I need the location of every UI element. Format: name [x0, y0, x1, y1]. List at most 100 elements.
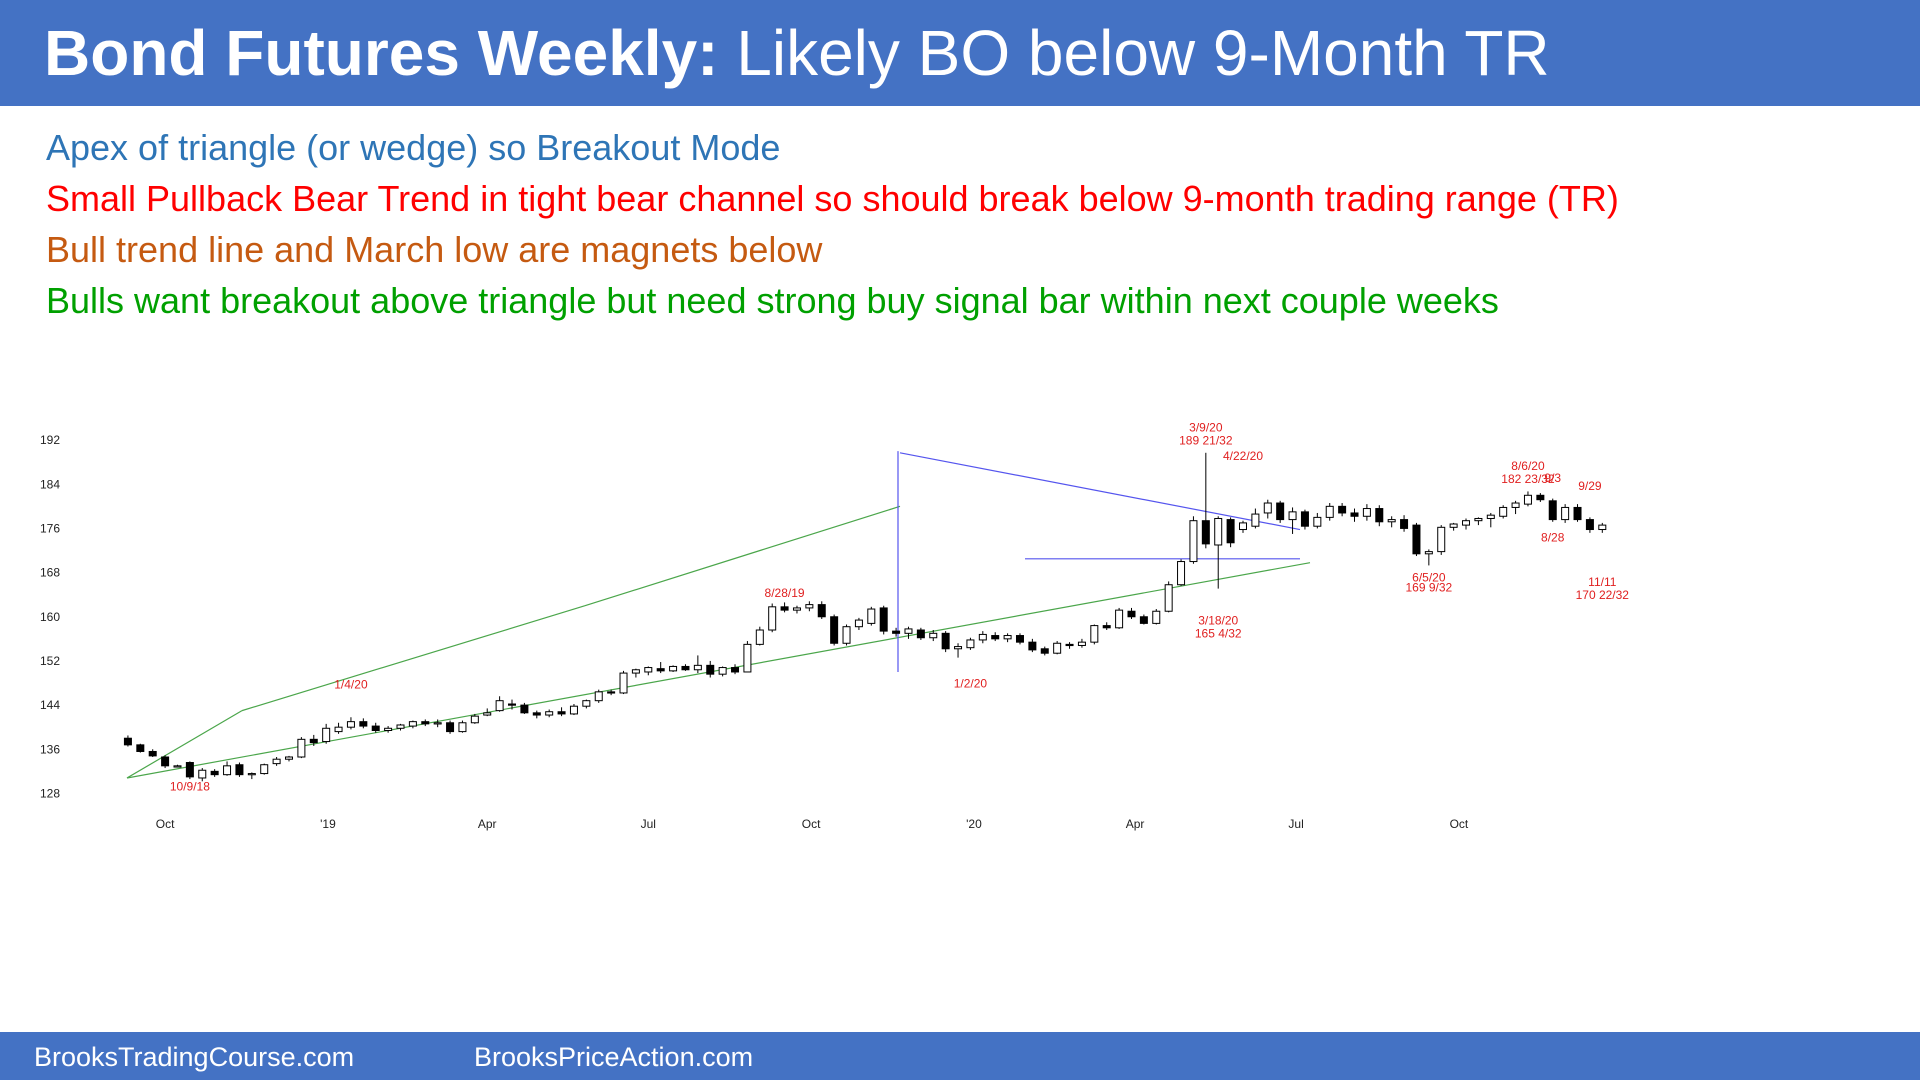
candle-body-up — [1387, 519, 1396, 523]
candle — [1387, 516, 1396, 528]
y-tick-label: 160 — [40, 610, 60, 624]
x-tick-label: Jul — [1288, 817, 1303, 831]
candle — [545, 709, 554, 718]
candle — [198, 768, 207, 782]
candle-body-up — [755, 629, 764, 645]
candle-body-up — [334, 726, 343, 733]
candle — [693, 655, 702, 674]
candle — [966, 637, 975, 650]
trend-line — [584, 505, 901, 607]
candle-body-up — [582, 700, 591, 707]
candle — [284, 755, 293, 762]
candle — [396, 723, 405, 731]
y-tick-label: 192 — [40, 433, 60, 447]
candle-body-up — [693, 664, 702, 671]
candle — [334, 722, 343, 734]
candle — [1350, 508, 1359, 522]
candle-body-down — [1226, 519, 1235, 544]
candle — [260, 763, 269, 775]
title-rest: Likely BO below 9-Month TR — [718, 17, 1550, 89]
candle-body-down — [1276, 502, 1285, 521]
candle — [1065, 642, 1074, 649]
candle-body-down — [916, 629, 925, 639]
annotation-label: 6/5/20 — [1412, 570, 1446, 584]
candle — [916, 627, 925, 640]
candle-body-up — [842, 626, 851, 644]
candle — [1177, 559, 1186, 586]
candle — [346, 717, 355, 730]
x-tick-label: Oct — [156, 817, 175, 831]
candle — [780, 602, 789, 613]
candle-body-up — [644, 667, 653, 673]
candle — [1300, 509, 1309, 530]
candle — [941, 631, 950, 653]
candle — [830, 614, 839, 646]
candle — [1486, 512, 1495, 528]
candle — [483, 708, 492, 717]
candle — [594, 689, 603, 703]
candle-body-down — [148, 750, 157, 757]
candle-body-down — [161, 756, 170, 767]
candle — [1251, 508, 1260, 529]
x-axis: Oct '19 Apr Jul Oct '20 Apr Jul Oct — [156, 817, 1469, 831]
candle-body-up — [1462, 520, 1471, 526]
candle-body-down — [1400, 519, 1409, 529]
candle — [1028, 638, 1037, 653]
annotation-label: 3/9/20 — [1189, 420, 1223, 434]
candle-body-up — [1152, 610, 1161, 624]
footer-right-link[interactable]: BrooksPriceAction.com — [474, 1042, 754, 1072]
candle — [854, 617, 863, 631]
candle — [123, 735, 132, 747]
footer-left-link[interactable]: BrooksTradingCourse.com — [34, 1042, 355, 1072]
annotation-label: 1/2/20 — [954, 676, 988, 690]
bullet-breakout-mode: Apex of triangle (or wedge) so Breakout … — [46, 127, 781, 168]
page-title: Bond Futures Weekly: Likely BO below 9-M… — [44, 14, 1550, 92]
candle — [1276, 500, 1285, 523]
bullet-bear-trend: Small Pullback Bear Trend in tight bear … — [46, 178, 1619, 219]
candle — [1437, 525, 1446, 555]
candle — [1548, 498, 1557, 522]
candle-body-up — [470, 715, 479, 724]
candle — [768, 603, 777, 633]
candle-body-up — [768, 606, 777, 631]
candle-body-up — [284, 756, 293, 760]
candle — [755, 626, 764, 646]
candle-body-up — [1077, 641, 1086, 646]
candle-body-down — [446, 722, 455, 733]
candle-body-up — [594, 691, 603, 702]
candle-body-up — [173, 765, 182, 768]
candle-body-down — [136, 744, 145, 752]
candle — [1226, 517, 1235, 548]
x-tick-label: Apr — [1126, 817, 1145, 831]
candle — [1239, 520, 1247, 533]
candle — [1338, 503, 1347, 517]
candle — [359, 718, 368, 729]
candle-body-down — [731, 667, 740, 673]
candle — [1573, 504, 1582, 522]
annotation-label: 4/22/20 — [1223, 449, 1263, 463]
candle-body-up — [247, 773, 256, 776]
candle — [1139, 614, 1148, 625]
candle — [210, 769, 219, 777]
candle — [954, 643, 963, 658]
candle-body-down — [892, 630, 901, 634]
candle-body-down — [1065, 643, 1074, 647]
candle-body-up — [1362, 508, 1371, 517]
candle-body-down — [359, 721, 368, 727]
candle-body-up — [1251, 513, 1260, 527]
candle — [1077, 638, 1086, 648]
annotation-label: 3/18/20 — [1198, 613, 1238, 627]
candle-body-down — [1585, 519, 1594, 531]
y-tick-label: 184 — [40, 477, 60, 491]
candle-body-down — [607, 691, 616, 694]
candle — [929, 630, 938, 642]
candle-body-down — [1028, 641, 1037, 651]
candle-body-down — [185, 762, 194, 778]
candle-body-up — [198, 769, 207, 779]
candle-body-down — [1300, 511, 1309, 527]
candle-body-up — [1164, 584, 1173, 612]
candle-body-up — [966, 639, 975, 649]
candle-body-up — [272, 758, 281, 765]
candle-body-down — [1548, 500, 1557, 521]
